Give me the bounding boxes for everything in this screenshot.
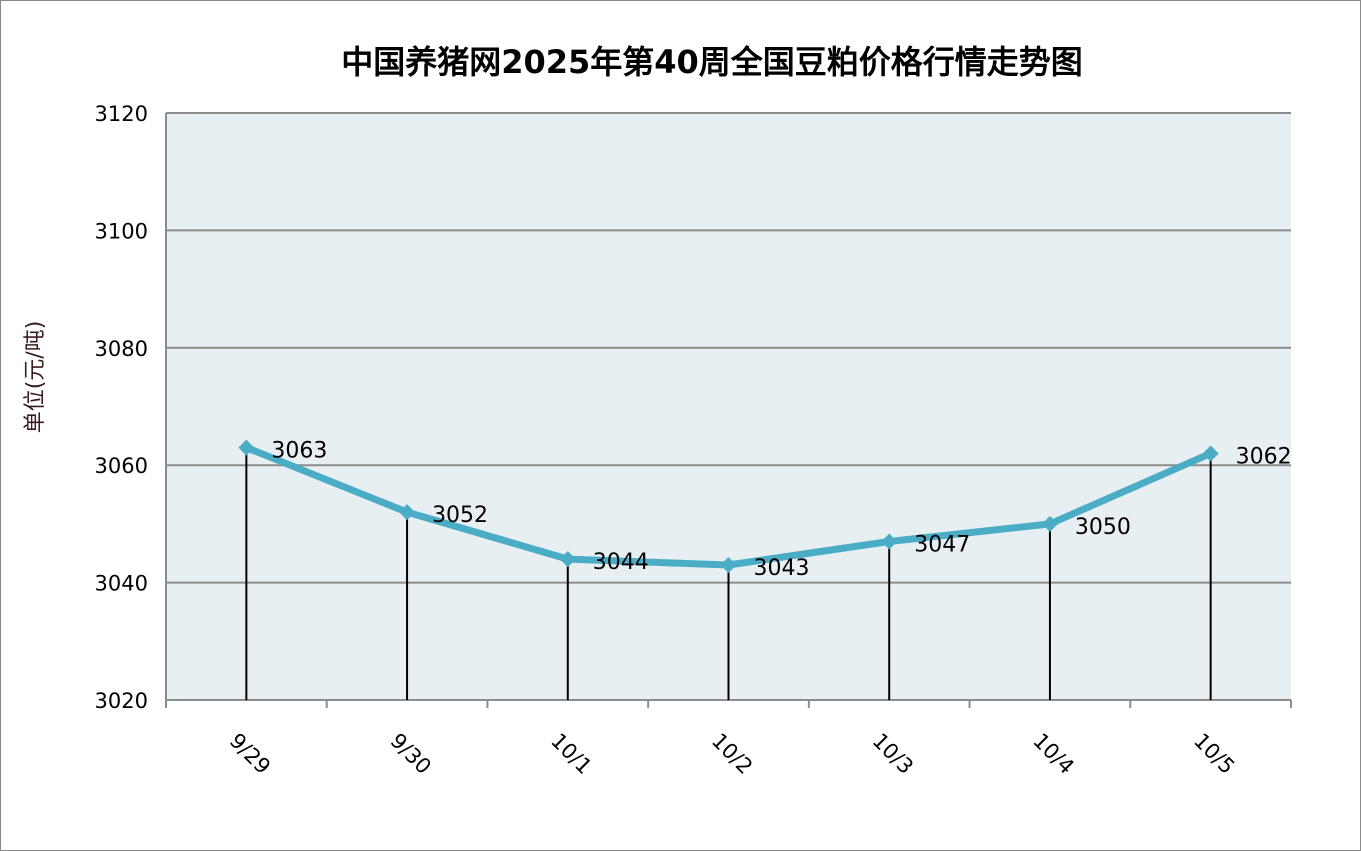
data-point-marker [1041,515,1058,532]
y-tick-label: 3120 [95,102,148,126]
y-tick-label: 3060 [95,454,148,478]
data-label: 3063 [271,439,327,464]
data-point-marker [559,551,576,568]
data-point-marker [720,556,737,573]
x-tick-label: 10/4 [1028,729,1078,779]
x-tick-label: 10/2 [707,729,757,779]
data-label: 3044 [593,550,649,575]
y-tick-label: 3080 [95,337,148,361]
data-point-marker [881,533,898,550]
data-label: 3047 [914,533,970,558]
x-tick-label: 9/30 [386,729,436,779]
y-axis-label: 单位(元/吨) [23,321,48,434]
x-tick-label: 9/29 [225,729,275,779]
x-tick-label: 10/1 [546,729,596,779]
data-point-marker [399,504,416,521]
data-label: 3050 [1075,515,1131,540]
data-point-marker [238,439,255,456]
data-label: 3043 [754,556,810,581]
y-tick-label: 3020 [95,689,148,713]
x-tick-label: 10/3 [868,729,918,779]
chart-title: 中国养猪网2025年第40周全国豆粕价格行情走势图 [341,43,1083,81]
y-tick-label: 3100 [95,219,148,243]
data-label: 3062 [1236,444,1292,469]
data-point-marker [1202,445,1219,462]
data-label: 3052 [432,503,488,528]
y-tick-label: 3040 [95,572,148,596]
x-tick-label: 10/5 [1189,729,1239,779]
